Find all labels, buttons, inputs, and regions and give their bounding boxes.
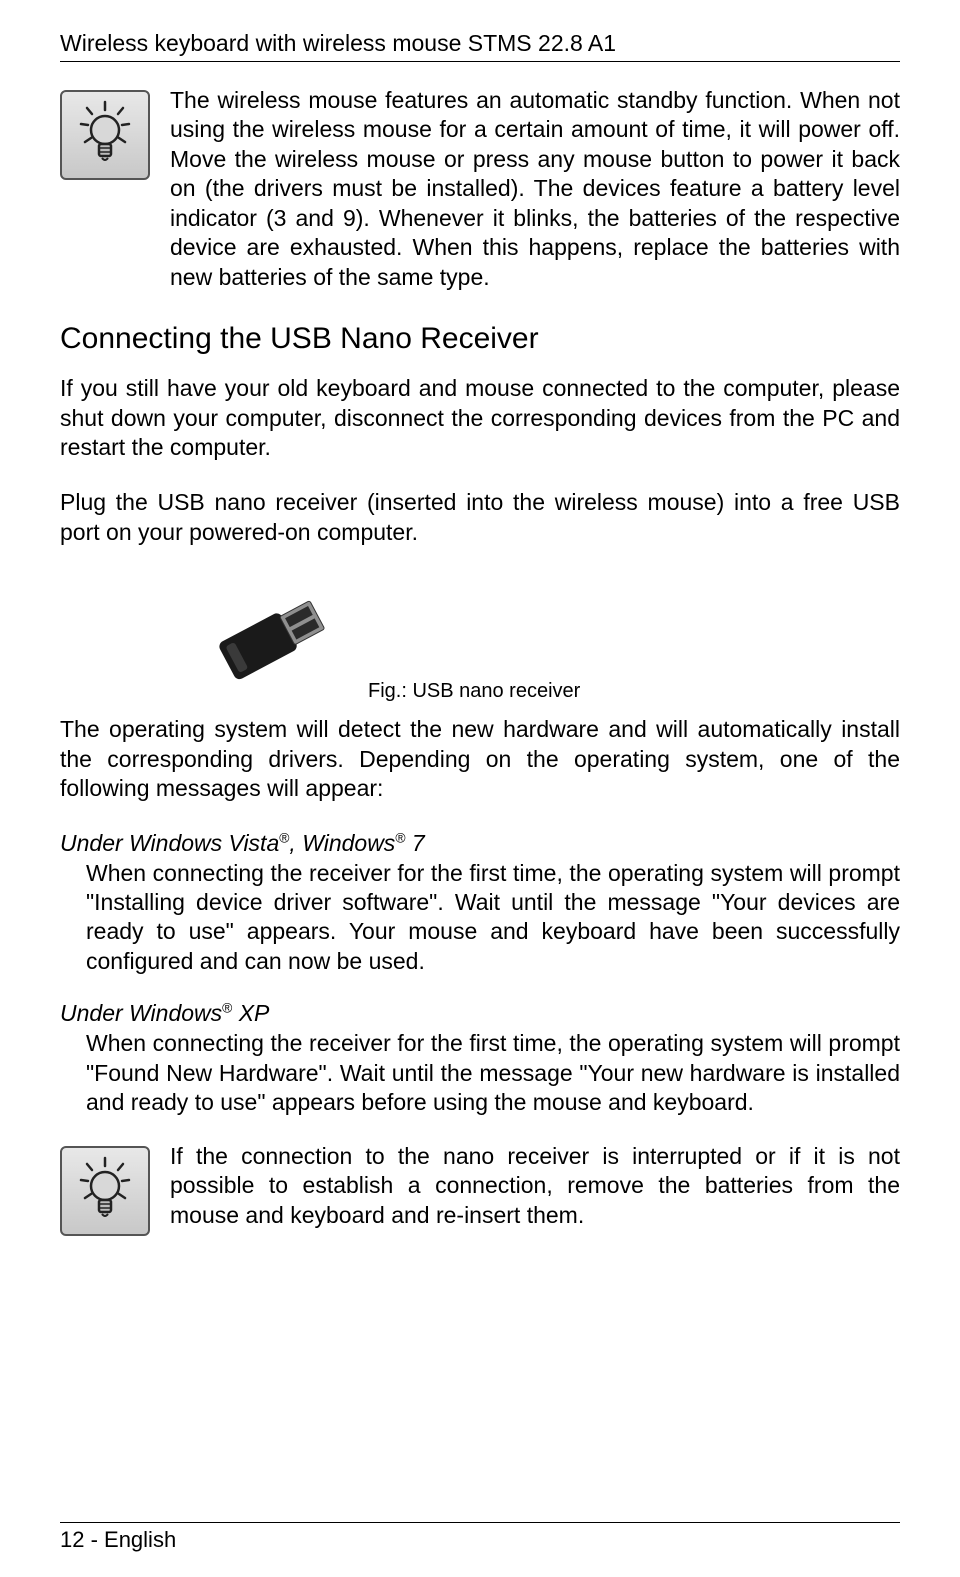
vista-suffix: 7: [405, 830, 424, 856]
tip-text-1: The wireless mouse features an automatic…: [170, 86, 900, 292]
figure-usb-receiver: Fig.: USB nano receiver: [180, 573, 900, 703]
lightbulb-icon: [60, 1146, 150, 1236]
xp-suffix: XP: [232, 1000, 269, 1026]
tip-block-2: If the connection to the nano receiver i…: [60, 1142, 900, 1236]
usb-nano-receiver-image: [180, 573, 350, 703]
lightbulb-icon: [60, 90, 150, 180]
vista-prefix: Under Windows Vista: [60, 830, 279, 856]
footer-rule: [60, 1522, 900, 1523]
vista-mid: , Windows: [289, 830, 395, 856]
xp-prefix: Under Windows: [60, 1000, 222, 1026]
vista-body: When connecting the receiver for the fir…: [86, 859, 900, 977]
subhead-xp: Under Windows® XP: [60, 1000, 900, 1027]
reg-mark-icon: ®: [395, 830, 405, 845]
subhead-vista-win7: Under Windows Vista®, Windows® 7: [60, 830, 900, 857]
section-heading: Connecting the USB Nano Receiver: [60, 322, 900, 356]
reg-mark-icon: ®: [222, 1001, 232, 1016]
tip-text-2: If the connection to the nano receiver i…: [170, 1142, 900, 1230]
reg-mark-icon: ®: [279, 830, 289, 845]
paragraph-3: The operating system will detect the new…: [60, 715, 900, 803]
figure-caption: Fig.: USB nano receiver: [368, 680, 580, 703]
paragraph-1: If you still have your old keyboard and …: [60, 374, 900, 462]
header-rule: [60, 61, 900, 62]
page-footer: 12 - English: [60, 1527, 176, 1553]
tip-block-1: The wireless mouse features an automatic…: [60, 86, 900, 292]
page-header-title: Wireless keyboard with wireless mouse ST…: [60, 30, 900, 57]
xp-body: When connecting the receiver for the fir…: [86, 1029, 900, 1117]
paragraph-2: Plug the USB nano receiver (inserted int…: [60, 488, 900, 547]
